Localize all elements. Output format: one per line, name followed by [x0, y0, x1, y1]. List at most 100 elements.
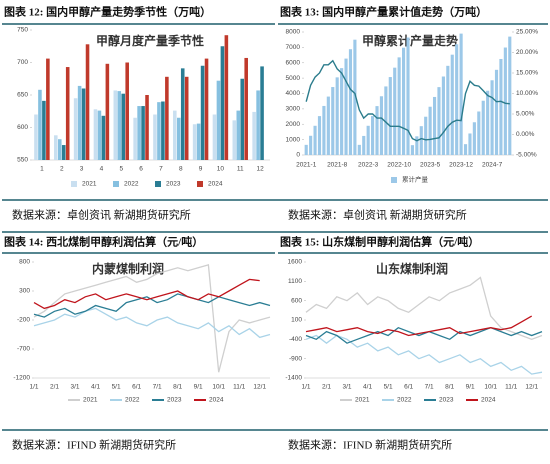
x-tick-label: 9/1 — [466, 384, 475, 391]
bar — [503, 47, 507, 156]
bar — [340, 68, 344, 155]
x-tick-label: 3/1 — [343, 384, 352, 391]
bar — [46, 58, 50, 160]
bar — [38, 89, 42, 160]
y-tick-label: 1100 — [288, 278, 302, 285]
x-tick-label: 2 — [60, 166, 64, 173]
y-tick-label: 8000 — [286, 29, 301, 36]
legend-swatch — [197, 181, 203, 187]
bar — [450, 54, 454, 155]
y-tick-label: -400 — [289, 336, 302, 343]
bar — [331, 87, 335, 155]
bar — [309, 135, 313, 155]
x-tick-label: 2023-12 — [449, 162, 473, 169]
x-tick-label: 7/1 — [425, 384, 434, 391]
x-tick-label: 5/1 — [384, 384, 393, 391]
bar — [184, 76, 189, 160]
x-tick-label: 7 — [159, 166, 163, 173]
legend-label: 2024 — [481, 397, 496, 404]
x-tick-label: 2/1 — [50, 384, 59, 391]
bar — [366, 125, 370, 155]
bar — [125, 62, 129, 160]
bar — [393, 67, 397, 155]
x-tick-label: 9/1 — [194, 384, 203, 391]
bar — [161, 101, 165, 160]
bar — [424, 116, 428, 155]
line — [305, 315, 533, 337]
bar — [165, 76, 169, 160]
bar — [384, 86, 388, 155]
bar — [344, 58, 348, 155]
y-tick-label: -200 — [17, 317, 30, 324]
bar — [77, 85, 82, 160]
line — [305, 326, 543, 344]
x-tick-label: 6 — [139, 166, 143, 173]
x-tick-label: 5 — [119, 166, 123, 173]
bar — [42, 100, 46, 160]
source: 数据来源：IFIND 新湖期货研究所 — [288, 438, 452, 452]
x-tick-label: 3/1 — [71, 384, 80, 391]
bar — [216, 80, 221, 160]
y-tick-label: 3000 — [286, 106, 301, 113]
bar — [415, 136, 419, 155]
bar — [463, 144, 468, 155]
legend-label: 2023 — [166, 181, 181, 188]
y-tick-label: 600 — [291, 297, 302, 304]
bar — [180, 68, 185, 160]
bar — [317, 116, 322, 155]
bar — [157, 102, 161, 160]
x-tick-label: 2023-5 — [420, 162, 441, 169]
x-tick-label: 12/1 — [525, 384, 538, 391]
x-tick-label: 4 — [100, 166, 104, 173]
legend-label: 2021 — [83, 397, 98, 404]
bar — [200, 65, 205, 160]
caption: 图表 14: 西北煤制甲醇利润估算（元/吨） — [4, 235, 203, 249]
y-tick-label: 1600 — [288, 259, 303, 266]
x-tick-label: 9 — [199, 166, 203, 173]
line — [33, 264, 271, 373]
bar — [73, 98, 78, 160]
bar — [348, 49, 353, 155]
caption: 图表 13: 国内甲醇产量累计值走势（万吨） — [280, 5, 487, 19]
bar — [113, 90, 118, 160]
y-tick-label: 5000 — [286, 75, 301, 82]
source: 数据来源：卓创资讯 新湖期货研究所 — [12, 208, 191, 222]
y2-tick-label: 5.00% — [516, 111, 535, 118]
y-tick-label: 300 — [19, 288, 30, 295]
y-tick-label: 6000 — [286, 59, 301, 66]
bar — [232, 120, 237, 160]
y-tick-label: -1200 — [13, 375, 30, 382]
y-tick-label: -700 — [17, 346, 30, 353]
bar — [486, 90, 490, 155]
y-tick-label: 0 — [296, 152, 300, 159]
chart-title: 甲醇累计产量走势 — [362, 33, 458, 48]
caption: 图表 15: 山东煤制甲醇利润估算（元/吨） — [280, 235, 479, 249]
x-tick-label: 12 — [256, 166, 264, 173]
x-tick-label: 8 — [179, 166, 183, 173]
legend-swatch — [71, 181, 77, 187]
line — [33, 278, 260, 310]
bar — [357, 144, 361, 155]
bar — [212, 114, 217, 160]
x-tick-label: 11/1 — [505, 384, 518, 391]
x-tick-label: 6/1 — [132, 384, 141, 391]
bar — [192, 124, 197, 160]
bar — [61, 145, 66, 160]
legend-label: 累计产量 — [402, 175, 429, 184]
bar — [410, 145, 414, 155]
x-tick-label: 12/1 — [253, 384, 266, 391]
bar — [313, 125, 317, 155]
bar — [326, 96, 330, 155]
y-tick-label: -900 — [289, 355, 302, 362]
x-tick-label: 1/1 — [301, 384, 310, 391]
legend-label: 2023 — [167, 397, 182, 404]
bar — [468, 133, 472, 155]
y-tick-label: 700 — [17, 59, 28, 66]
x-tick-label: 11/1 — [233, 384, 246, 391]
y2-tick-label: 15.00% — [516, 70, 538, 77]
chart-title: 甲醇月度产量季节性 — [96, 33, 204, 48]
bar — [252, 111, 256, 160]
bar — [397, 57, 401, 155]
bar — [121, 93, 126, 160]
